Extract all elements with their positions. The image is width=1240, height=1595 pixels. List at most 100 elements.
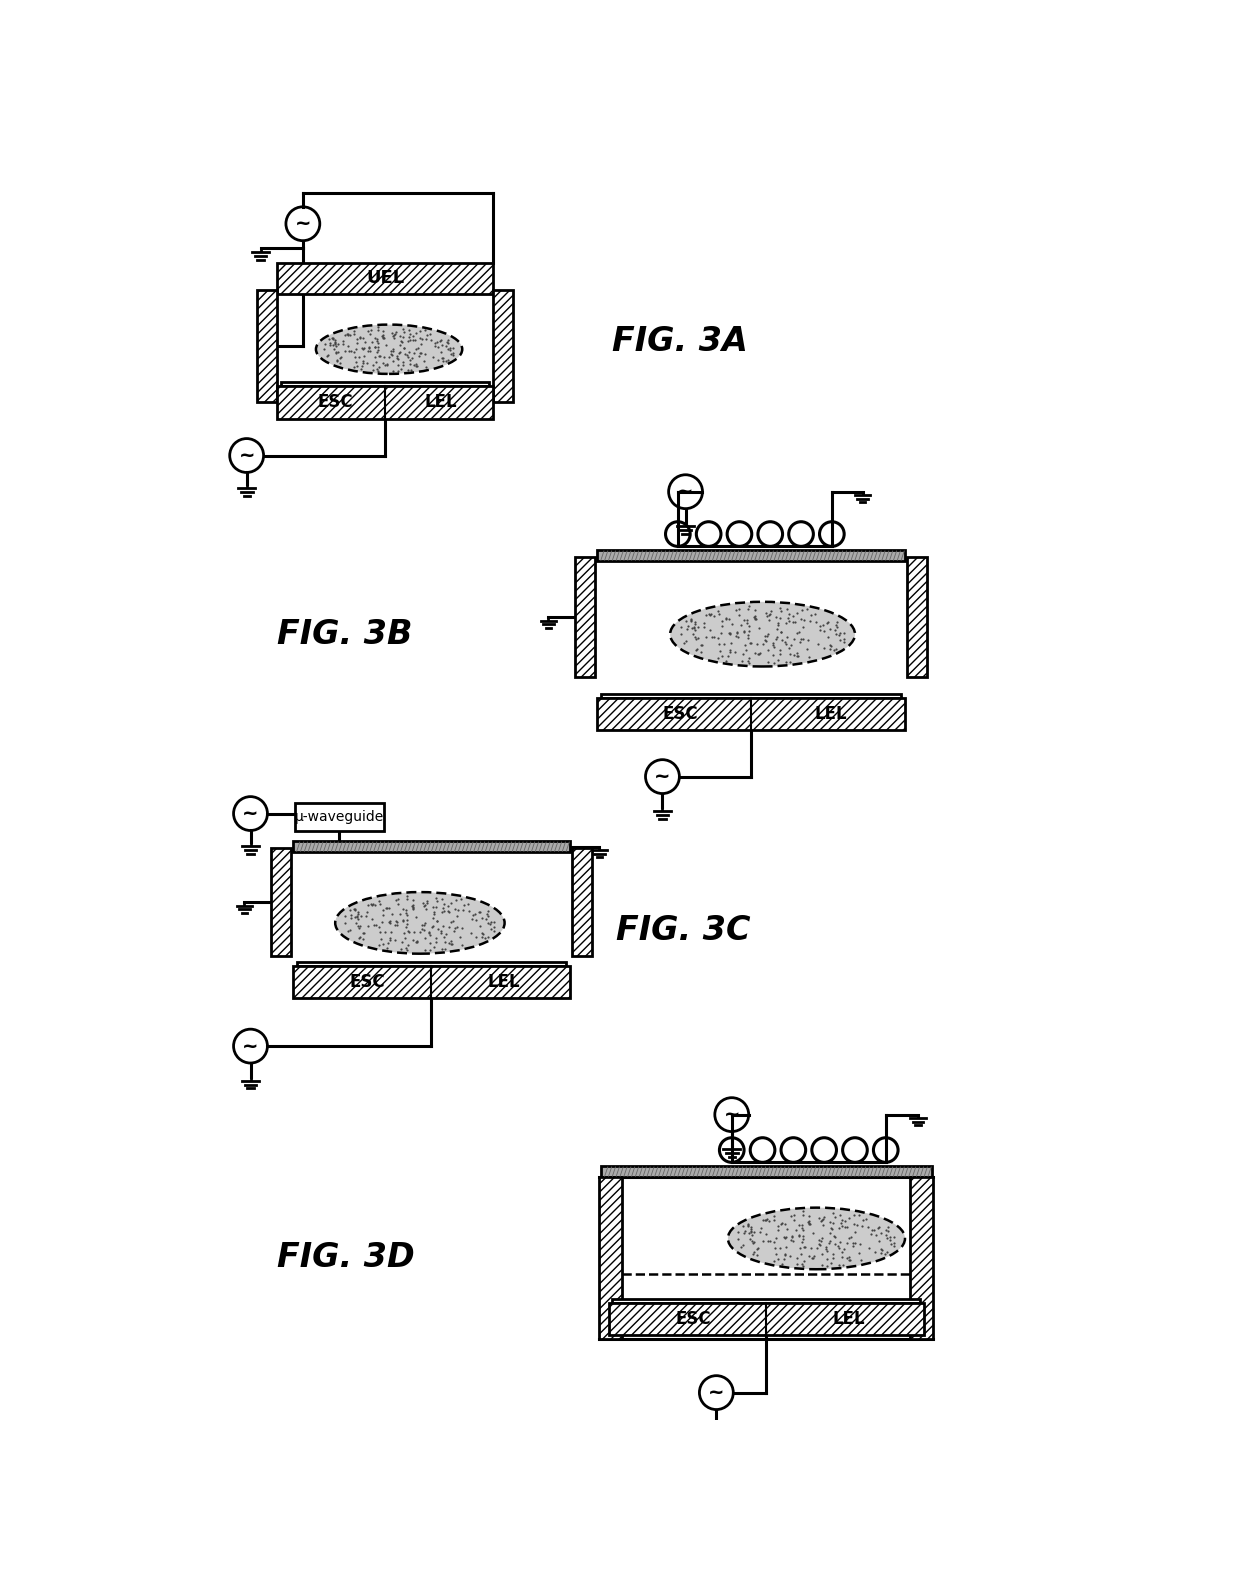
Point [433, 887, 453, 912]
Point [384, 927, 404, 952]
Point [365, 335, 384, 360]
Point [792, 614, 812, 640]
Point [701, 601, 720, 627]
Point [337, 333, 357, 359]
Point [799, 627, 818, 652]
Point [811, 612, 831, 638]
Point [734, 619, 754, 644]
Point [872, 1241, 892, 1266]
Point [677, 616, 697, 641]
Point [413, 890, 433, 916]
Point [843, 1211, 863, 1236]
Point [408, 335, 428, 360]
Point [404, 327, 424, 352]
Point [836, 1214, 856, 1239]
Ellipse shape [335, 892, 505, 954]
Point [758, 649, 777, 675]
Text: ESC: ESC [317, 394, 353, 412]
Point [758, 638, 777, 664]
Point [729, 597, 749, 622]
Point [791, 606, 811, 632]
Point [383, 322, 403, 348]
Point [877, 1239, 897, 1265]
Point [397, 908, 417, 933]
Point [410, 340, 430, 365]
Point [398, 903, 418, 928]
Point [450, 925, 470, 951]
Point [801, 1235, 821, 1260]
Point [820, 1228, 839, 1254]
Point [413, 325, 433, 351]
Point [884, 1230, 904, 1255]
Point [368, 317, 388, 343]
Point [869, 1214, 889, 1239]
Point [872, 1238, 892, 1263]
Point [350, 925, 370, 951]
Point [742, 1219, 761, 1244]
Point [430, 329, 450, 354]
Point [738, 608, 758, 633]
Text: FIG. 3C: FIG. 3C [616, 914, 750, 947]
Point [396, 900, 415, 925]
Point [394, 920, 414, 946]
Point [813, 1212, 833, 1238]
Point [800, 608, 820, 633]
Point [821, 1250, 841, 1276]
Point [398, 933, 418, 959]
Point [372, 324, 392, 349]
Point [753, 1207, 773, 1233]
Point [351, 903, 371, 928]
Point [451, 916, 471, 941]
Point [792, 1230, 812, 1255]
Point [826, 612, 846, 638]
Text: μ-waveguide: μ-waveguide [295, 810, 384, 823]
Point [439, 914, 459, 939]
Point [744, 1219, 764, 1244]
Point [766, 605, 786, 630]
Point [345, 340, 365, 365]
Point [748, 641, 768, 667]
Point [368, 337, 388, 362]
Point [870, 1236, 890, 1262]
Point [370, 343, 389, 368]
Point [776, 1235, 796, 1260]
Point [780, 641, 800, 667]
Point [451, 887, 471, 912]
Point [376, 332, 396, 357]
Point [435, 928, 455, 954]
Point [835, 1236, 854, 1262]
Point [366, 349, 386, 375]
Point [387, 909, 407, 935]
Point [365, 333, 384, 359]
Point [322, 327, 342, 352]
Point [432, 936, 451, 962]
Point [386, 912, 405, 938]
Point [764, 651, 784, 676]
Point [398, 357, 418, 383]
Point [781, 1223, 801, 1249]
Point [764, 1247, 784, 1273]
Point [407, 337, 427, 362]
Point [401, 351, 420, 376]
Point [800, 1207, 820, 1233]
Point [466, 924, 486, 949]
Point [753, 1228, 773, 1254]
Point [424, 900, 444, 925]
Point [335, 338, 355, 364]
Point [676, 628, 696, 654]
Point [423, 904, 443, 930]
Point [387, 345, 407, 370]
Point [436, 333, 456, 359]
Point [812, 1241, 832, 1266]
Point [438, 337, 458, 362]
Point [361, 892, 381, 917]
Text: ESC: ESC [662, 705, 698, 723]
Point [768, 1246, 787, 1271]
Point [376, 919, 396, 944]
Point [750, 640, 770, 665]
Point [776, 1223, 796, 1249]
Point [404, 352, 424, 378]
Point [842, 1223, 862, 1249]
Point [485, 914, 505, 939]
Bar [572, 849, 591, 955]
